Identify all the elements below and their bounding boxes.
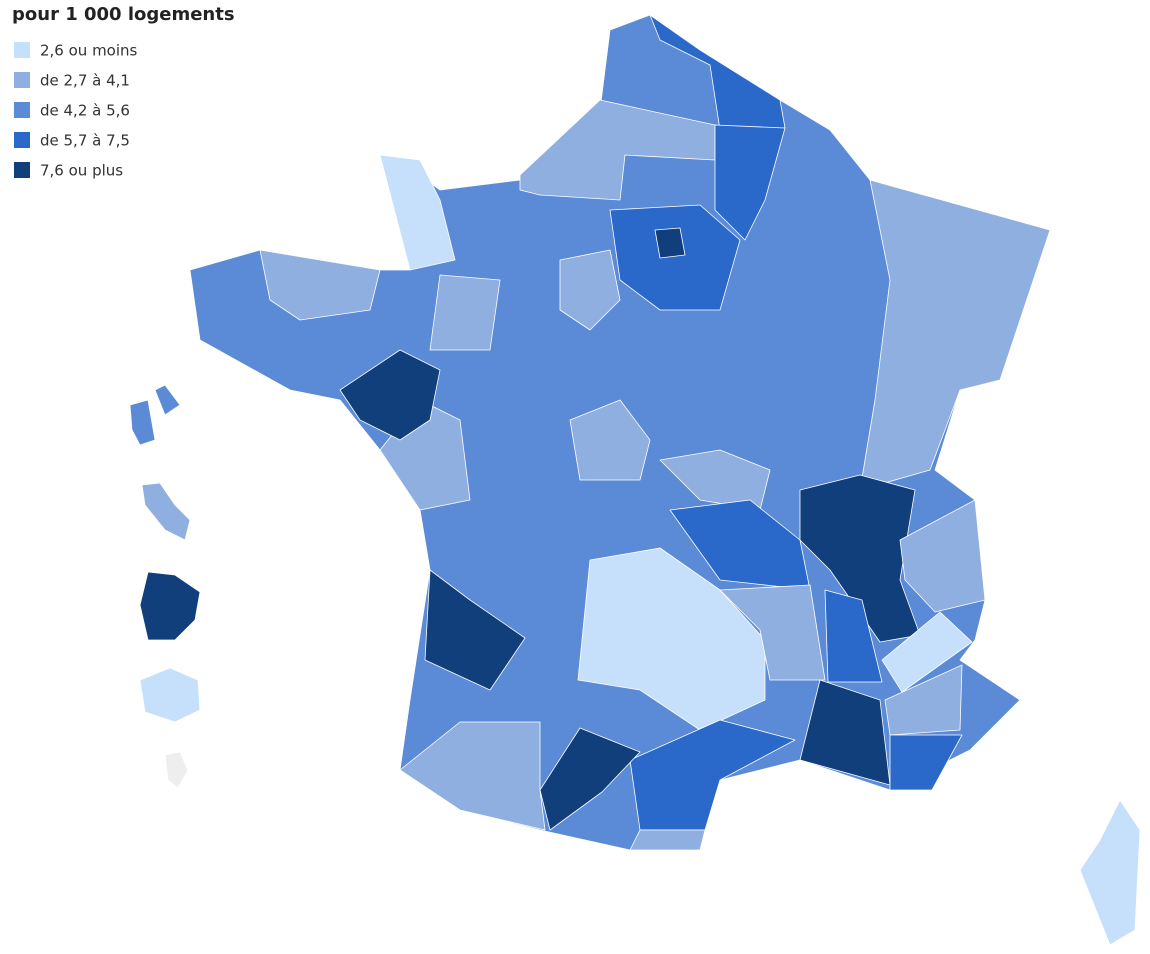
region [859,179,1051,491]
corsica [1079,799,1141,946]
guadeloupe [129,399,156,446]
map-title: pour 1 000 logements [12,4,235,25]
region [519,99,716,201]
region [714,124,786,241]
legend-swatch [14,162,30,178]
guadeloupe [154,384,181,416]
region [259,249,381,321]
region [559,249,621,331]
region [659,449,771,511]
legend-swatch [14,132,30,148]
region [884,664,963,736]
region [339,349,441,441]
legend: 2,6 ou moins de 2,7 à 4,1 de 4,2 à 5,6 de 5… [14,42,138,180]
legend-label: de 5,7 à 7,5 [40,132,130,150]
region [824,589,883,683]
map-regions [129,14,1141,946]
legend-swatch [14,72,30,88]
legend-swatch [14,102,30,118]
legend-label: de 2,7 à 4,1 [40,72,130,90]
region [539,727,641,831]
reunion [139,667,201,723]
region [669,499,811,591]
legend-label: 2,6 ou moins [40,42,138,60]
region [609,204,741,311]
region [379,154,456,271]
region [889,734,963,791]
region [899,499,986,613]
region [719,584,826,681]
region [424,569,526,691]
legend-label: de 4,2 à 5,6 [40,102,130,120]
region [881,611,973,693]
region [577,547,766,731]
region [654,227,686,259]
region [569,399,651,481]
mayotte [164,751,189,789]
legend-swatch [14,42,30,58]
region [429,274,501,351]
guyane [139,571,201,641]
martinique [141,482,191,541]
region [399,721,546,831]
region [629,829,706,851]
legend-label: 7,6 ou plus [40,162,123,180]
